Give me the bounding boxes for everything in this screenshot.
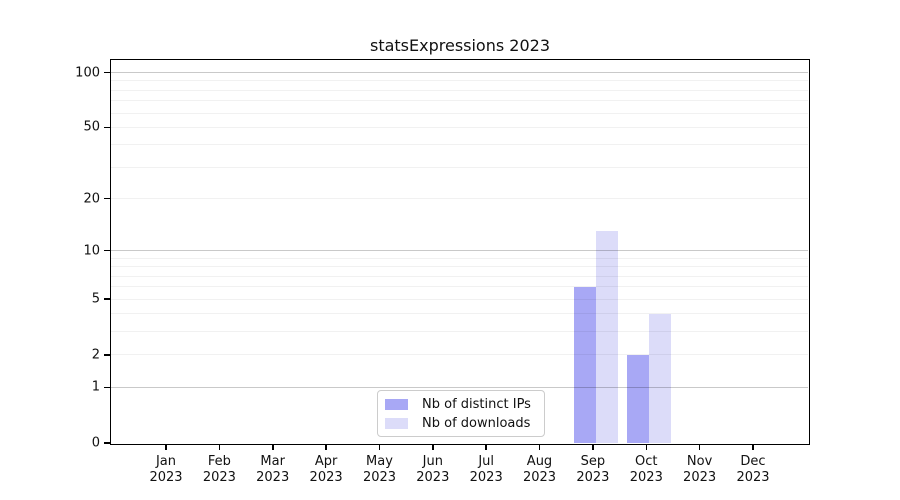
x-tick-year: 2023: [683, 469, 717, 485]
x-tick-year: 2023: [309, 469, 343, 485]
x-tick-month: Dec: [740, 454, 766, 469]
x-tick-label-feb: Feb 2023: [189, 454, 249, 485]
x-tick-year: 2023: [362, 469, 397, 485]
x-tick-month: Apr: [314, 454, 338, 469]
legend-swatch-nb-of-downloads: [385, 417, 408, 429]
x-tick-year: 2023: [469, 469, 503, 485]
x-tick-label-jul: Jul 2023: [456, 454, 516, 485]
y-tick-mark-100: [104, 71, 110, 74]
x-tick-label-dec: Dec 2023: [723, 454, 783, 485]
x-tick-label-nov: Nov 2023: [670, 454, 730, 485]
legend: Nb of distinct IPs Nb of downloads: [377, 390, 545, 437]
x-tick-mark-feb: [218, 445, 221, 450]
y-tick-label-1: 1: [91, 379, 100, 395]
legend-label-nb-of-distinct-ips: Nb of distinct IPs: [422, 396, 531, 412]
legend-label-nb-of-downloads: Nb of downloads: [422, 415, 531, 431]
x-tick-mark-dec: [752, 445, 754, 450]
x-tick-label-aug: Aug 2023: [510, 454, 570, 485]
legend-item-nb-of-distinct-ips: Nb of distinct IPs: [385, 397, 537, 412]
bar-nb-of-distinct-ips-sep: [573, 286, 596, 443]
x-tick-year: 2023: [256, 469, 290, 485]
x-tick-label-apr: Apr 2023: [296, 454, 356, 485]
y-tick-label-5: 5: [91, 291, 100, 307]
x-tick-label-jun: Jun 2023: [403, 454, 463, 485]
x-tick-label-oct: Oct 2023: [616, 454, 676, 485]
x-tick-mark-apr: [325, 445, 327, 450]
legend-item-nb-of-downloads: Nb of downloads: [385, 416, 537, 431]
x-tick-label-jan: Jan 2023: [136, 454, 196, 485]
y-axis: 0 1 2 5 10 20 50 100: [0, 60, 110, 451]
x-tick-year: 2023: [736, 469, 770, 485]
x-tick-mark-jan: [165, 445, 167, 450]
y-tick-label-2: 2: [91, 347, 100, 363]
y-tick-mark-10: [104, 249, 110, 252]
x-tick-month: Nov: [686, 454, 713, 469]
x-tick-month: Jun: [422, 454, 443, 469]
x-tick-month: Mar: [260, 454, 285, 469]
x-tick-month: Feb: [207, 454, 231, 469]
y-tick-mark-20: [104, 197, 110, 200]
x-tick-year: 2023: [522, 469, 557, 485]
x-tick-year: 2023: [576, 469, 610, 485]
x-tick-label-sep: Sep 2023: [563, 454, 623, 485]
bar-nb-of-distinct-ips-oct: [627, 354, 650, 443]
y-tick-label-10: 10: [83, 243, 100, 258]
x-tick-label-may: May 2023: [350, 454, 410, 485]
plot-area: Nb of distinct IPs Nb of downloads: [110, 59, 810, 445]
y-tick-label-100: 100: [75, 65, 100, 80]
y-tick-mark-2: [104, 354, 110, 356]
x-tick-year: 2023: [149, 469, 183, 485]
x-tick-month: Aug: [526, 454, 553, 469]
x-tick-label-mar: Mar 2023: [243, 454, 303, 485]
x-tick-mark-mar: [272, 445, 274, 450]
x-tick-mark-oct: [645, 445, 647, 450]
x-tick-mark-nov: [698, 445, 701, 450]
y-tick-label-20: 20: [83, 191, 100, 207]
x-tick-month: Jul: [478, 454, 495, 469]
x-tick-month: May: [366, 454, 393, 469]
bar-nb-of-downloads-sep: [595, 231, 618, 443]
x-tick-year: 2023: [202, 469, 236, 485]
y-tick-mark-0: [104, 442, 110, 444]
bars-layer: [111, 60, 808, 443]
x-tick-mark-jul: [485, 445, 487, 450]
x-tick-year: 2023: [416, 469, 450, 485]
y-tick-label-50: 50: [83, 119, 100, 135]
x-tick-mark-aug: [538, 445, 541, 450]
y-tick-label-0: 0: [91, 435, 100, 451]
x-tick-mark-may: [378, 445, 381, 450]
x-tick-month: Jan: [155, 454, 177, 469]
bar-nb-of-downloads-oct: [649, 313, 672, 443]
x-tick-month: Sep: [580, 454, 606, 469]
x-axis: Jan 2023 Feb 2023 Mar 2023 Apr 2023 May 2023 Jun 20…: [111, 444, 811, 496]
chart-title: statsExpressions 2023: [369, 36, 550, 55]
x-tick-mark-jun: [432, 445, 434, 450]
y-tick-mark-50: [104, 126, 110, 129]
y-tick-mark-5: [104, 298, 110, 300]
y-tick-mark-1: [104, 386, 110, 389]
legend-swatch-nb-of-distinct-ips: [385, 398, 408, 410]
x-tick-mark-sep: [592, 445, 594, 450]
x-tick-year: 2023: [629, 469, 663, 485]
x-tick-month: Oct: [635, 454, 658, 469]
